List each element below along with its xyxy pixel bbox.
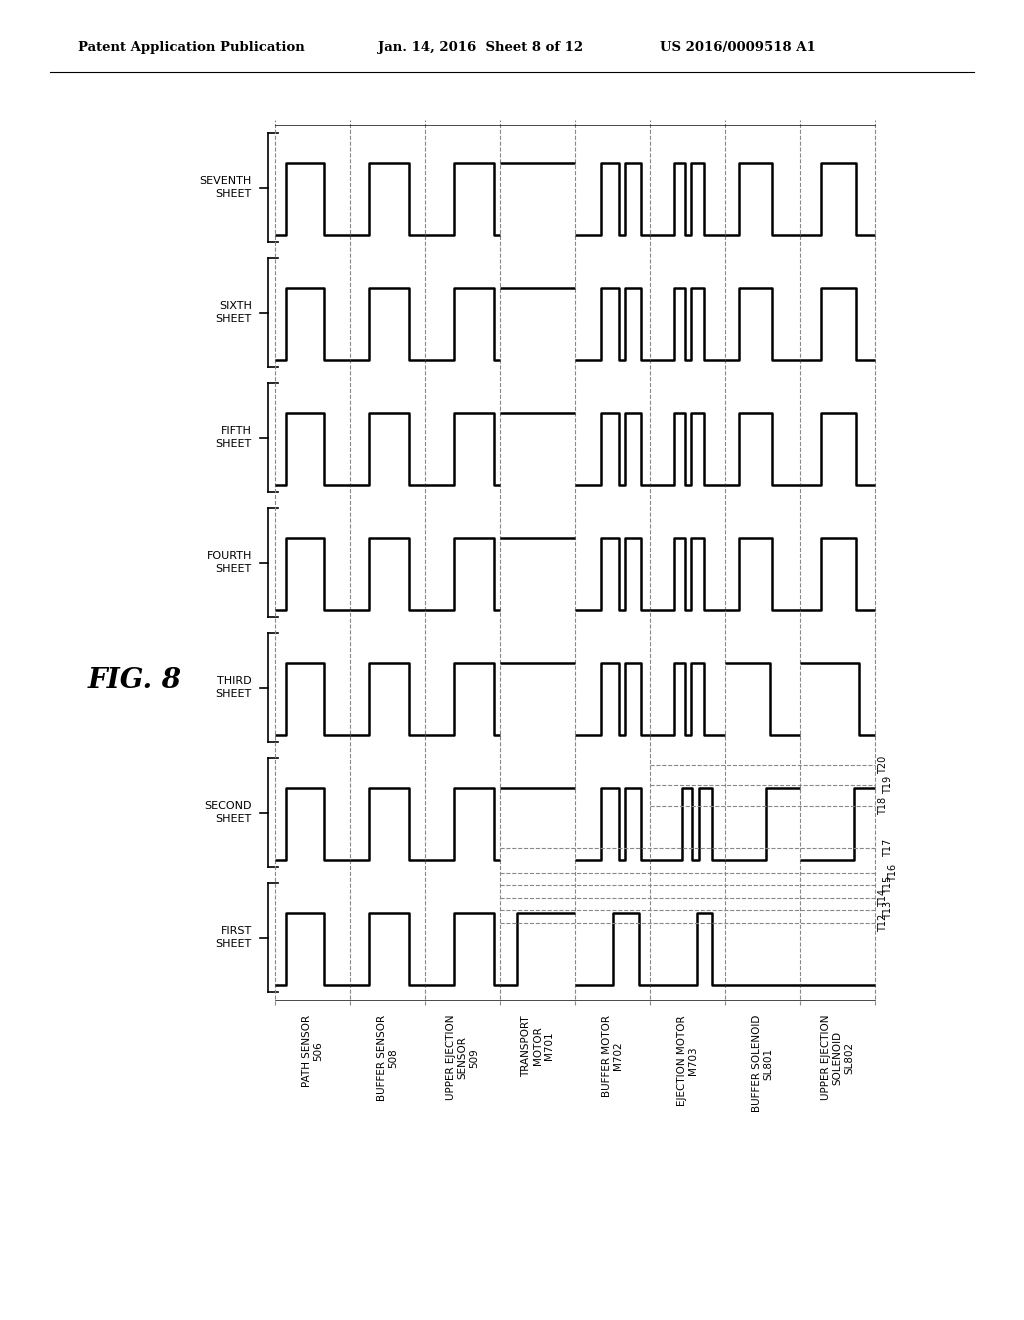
Text: T12: T12 [878, 913, 888, 932]
Text: T20: T20 [878, 756, 888, 774]
Text: SHEET: SHEET [216, 314, 252, 323]
Text: SHEET: SHEET [216, 440, 252, 449]
Text: UPPER EJECTION
SENSOR
509: UPPER EJECTION SENSOR 509 [445, 1015, 479, 1101]
Text: SHEET: SHEET [216, 814, 252, 824]
Text: THIRD: THIRD [217, 676, 252, 686]
Text: SEVENTH: SEVENTH [200, 176, 252, 186]
Text: FIFTH: FIFTH [221, 426, 252, 436]
Text: TRANSPORT
MOTOR
M701: TRANSPORT MOTOR M701 [521, 1015, 554, 1077]
Text: SECOND: SECOND [205, 801, 252, 810]
Text: T16: T16 [888, 863, 898, 882]
Text: SHEET: SHEET [216, 689, 252, 700]
Text: UPPER EJECTION
SOLENOID
SL802: UPPER EJECTION SOLENOID SL802 [821, 1015, 854, 1101]
Text: SHEET: SHEET [216, 564, 252, 574]
Text: FIRST: FIRST [221, 927, 252, 936]
Text: PATH SENSOR
506: PATH SENSOR 506 [302, 1015, 324, 1088]
Text: SHEET: SHEET [216, 189, 252, 199]
Text: SHEET: SHEET [216, 939, 252, 949]
Text: T19: T19 [883, 776, 893, 795]
Text: SIXTH: SIXTH [219, 301, 252, 312]
Text: BUFFER SENSOR
508: BUFFER SENSOR 508 [377, 1015, 398, 1101]
Text: T15: T15 [883, 876, 893, 894]
Text: T18: T18 [878, 797, 888, 816]
Text: FOURTH: FOURTH [207, 550, 252, 561]
Text: FIG. 8: FIG. 8 [88, 667, 182, 693]
Text: Patent Application Publication: Patent Application Publication [78, 41, 305, 54]
Text: T14: T14 [878, 888, 888, 907]
Text: BUFFER MOTOR
M702: BUFFER MOTOR M702 [602, 1015, 624, 1097]
Text: T17: T17 [883, 838, 893, 857]
Text: Jan. 14, 2016  Sheet 8 of 12: Jan. 14, 2016 Sheet 8 of 12 [378, 41, 583, 54]
Text: US 2016/0009518 A1: US 2016/0009518 A1 [660, 41, 816, 54]
Text: T13: T13 [883, 902, 893, 919]
Text: EJECTION MOTOR
M703: EJECTION MOTOR M703 [677, 1015, 698, 1106]
Text: BUFFER SOLENOID
SL801: BUFFER SOLENOID SL801 [752, 1015, 773, 1113]
